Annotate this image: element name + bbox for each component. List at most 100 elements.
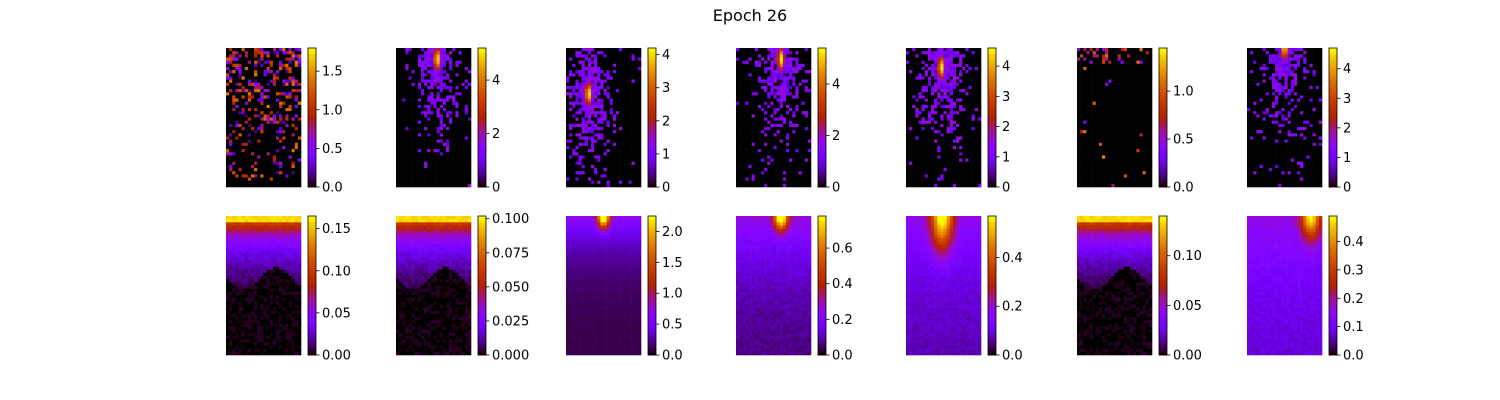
heatmap-cell — [433, 89, 437, 93]
heatmap-cell — [591, 152, 595, 156]
heatmap-cell — [909, 82, 913, 87]
heatmap-cell — [285, 183, 289, 188]
heatmap-cell — [257, 95, 261, 99]
colorbar-segment — [478, 131, 486, 135]
heatmap-cell — [405, 66, 409, 71]
heatmap-cell — [272, 111, 277, 115]
heatmap-cell — [748, 158, 752, 163]
heatmap-cell — [244, 48, 249, 52]
heatmap-cell — [600, 123, 604, 128]
heatmap-cell — [247, 130, 252, 134]
heatmap-cell — [251, 60, 255, 65]
heatmap-cell — [587, 51, 592, 55]
heatmap-cell — [424, 114, 428, 118]
heatmap-cell — [263, 104, 267, 109]
heatmap-cell — [396, 174, 400, 178]
heatmap-cell — [238, 139, 242, 144]
heatmap-cell — [241, 126, 246, 131]
heatmap-cell — [276, 51, 280, 55]
heatmap-cell — [754, 79, 759, 84]
heatmap-cell — [603, 89, 607, 93]
heatmap-cell — [229, 92, 233, 96]
heatmap-cell — [439, 104, 444, 109]
heatmap-cell — [226, 92, 230, 96]
heatmap-cell — [612, 136, 617, 140]
heatmap-cell — [591, 60, 595, 65]
colorbar-segment — [478, 61, 486, 65]
heatmap-cell — [606, 95, 611, 99]
heatmap-cell — [807, 85, 812, 90]
heatmap-cell — [764, 60, 768, 65]
heatmap-cell — [782, 104, 787, 109]
heatmap-cell — [584, 133, 589, 137]
heatmap-cell — [251, 63, 255, 68]
heatmap-cell — [235, 177, 239, 181]
heatmap-cell — [912, 104, 916, 109]
heatmap-cell — [906, 101, 910, 106]
heatmap-cell — [767, 158, 771, 163]
heatmap-cell — [606, 145, 611, 150]
heatmap-cell — [625, 180, 629, 185]
heatmap-cell — [572, 63, 576, 68]
heatmap-cell — [584, 117, 589, 121]
heatmap-cell — [761, 108, 765, 112]
heatmap-cell — [247, 82, 252, 87]
heatmap-cell — [609, 136, 614, 140]
heatmap-cell — [798, 177, 802, 181]
heatmap-cell — [767, 136, 771, 140]
heatmap-cell — [458, 142, 462, 147]
heatmap-cell — [266, 168, 271, 172]
heatmap-cell — [405, 85, 409, 90]
colorbar-segment — [818, 163, 826, 167]
heatmap-cell — [745, 177, 749, 181]
heatmap-cell — [622, 89, 626, 93]
heatmap-cell — [279, 76, 283, 80]
heatmap-cell — [229, 177, 233, 181]
heatmap-cell — [736, 130, 740, 134]
heatmap-cell — [748, 180, 752, 185]
heatmap-cell — [572, 82, 576, 87]
colorbar-segment — [648, 159, 656, 162]
heatmap-cell — [754, 98, 759, 103]
heatmap-cell — [736, 63, 740, 68]
heatmap-cell — [282, 155, 286, 159]
heatmap-cell — [402, 104, 406, 109]
heatmap-cell — [291, 155, 296, 159]
heatmap-cell — [266, 60, 271, 65]
heatmap-cell — [745, 183, 749, 188]
colorbar-segment — [818, 156, 826, 160]
heatmap-cell — [226, 57, 230, 61]
heatmap-cell — [767, 142, 771, 147]
heatmap-cell — [600, 111, 604, 115]
heatmap-cell — [745, 168, 749, 172]
heatmap-cell — [282, 133, 286, 137]
heatmap-cell — [757, 76, 762, 80]
heatmap-cell — [238, 120, 242, 125]
heatmap-cell — [427, 92, 431, 96]
heatmap-cell — [294, 164, 299, 169]
heatmap-cell — [254, 60, 258, 65]
heatmap-panel — [396, 48, 472, 188]
heatmap-cell — [238, 177, 242, 181]
heatmap-cell — [634, 54, 639, 58]
heatmap-cell — [232, 136, 236, 140]
heatmap-cell — [235, 149, 239, 153]
heatmap-cell — [739, 111, 743, 115]
heatmap-cell — [804, 152, 809, 156]
heatmap-cell — [272, 168, 277, 172]
heatmap-cell — [458, 133, 462, 137]
heatmap-cell — [396, 76, 400, 80]
heatmap-cell — [634, 171, 639, 175]
heatmap-cell — [251, 174, 255, 178]
heatmap-cell — [578, 120, 582, 125]
heatmap-cell — [226, 139, 230, 144]
heatmap-cell — [279, 108, 283, 112]
heatmap-cell — [931, 79, 935, 84]
heatmap-cell — [773, 70, 777, 74]
heatmap-cell — [609, 66, 614, 71]
heatmap-cell — [927, 63, 932, 68]
heatmap-cell — [244, 183, 249, 188]
heatmap-cell — [266, 104, 271, 109]
heatmap-cell — [297, 155, 302, 159]
heatmap-cell — [263, 183, 267, 188]
